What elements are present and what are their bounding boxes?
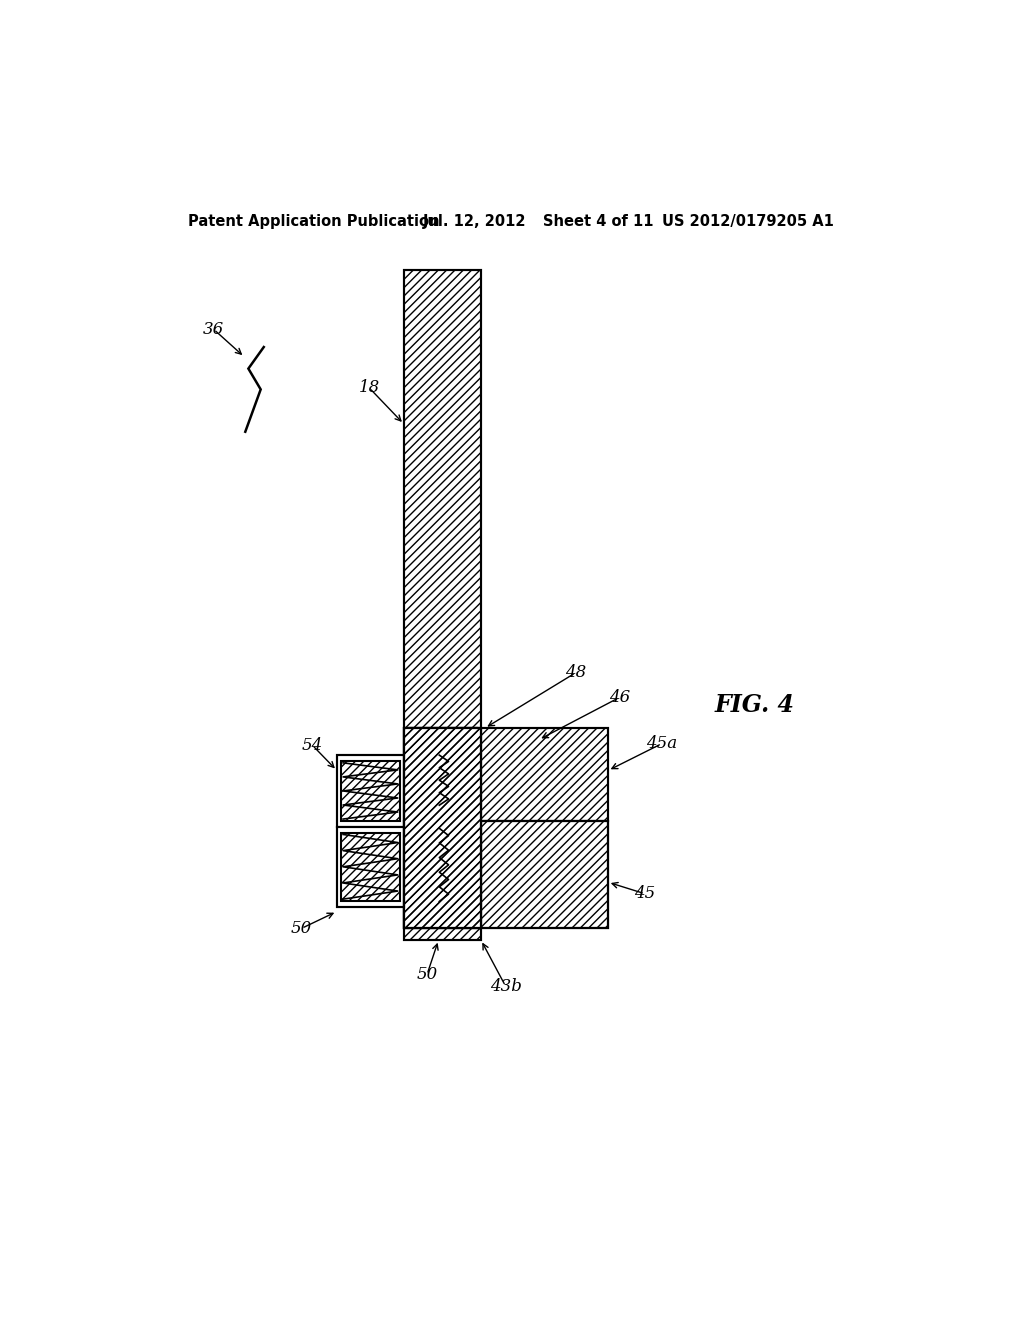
Bar (408, 729, 477, 809)
Bar (403, 821, 408, 928)
Bar (481, 729, 608, 821)
Bar (403, 729, 481, 928)
Bar (337, 755, 403, 826)
Bar (481, 821, 608, 928)
Bar (403, 271, 481, 940)
Bar (403, 729, 408, 821)
Bar (408, 913, 477, 928)
Bar (337, 755, 403, 907)
Text: 45a: 45a (646, 735, 678, 752)
Bar (341, 762, 400, 821)
Text: 50: 50 (291, 920, 312, 937)
Bar (403, 729, 608, 928)
Text: 36: 36 (203, 321, 224, 338)
Bar (403, 821, 608, 928)
Bar (337, 826, 403, 907)
Bar (408, 913, 477, 928)
Text: 45: 45 (634, 886, 655, 903)
Text: FIG. 4: FIG. 4 (715, 693, 795, 717)
Bar (481, 821, 608, 928)
Text: Sheet 4 of 11: Sheet 4 of 11 (543, 214, 653, 230)
Bar (403, 729, 481, 928)
Text: 43b: 43b (489, 978, 521, 995)
Bar (403, 271, 481, 940)
Text: 48: 48 (565, 664, 587, 681)
Text: Patent Application Publication: Patent Application Publication (188, 214, 440, 230)
Text: 50: 50 (417, 966, 437, 983)
Text: Jul. 12, 2012: Jul. 12, 2012 (423, 214, 526, 230)
Text: 46: 46 (609, 689, 630, 706)
Text: 18: 18 (358, 379, 380, 396)
Bar (341, 762, 400, 821)
Bar (341, 833, 400, 900)
Bar (403, 729, 481, 928)
Bar (408, 821, 477, 913)
Text: 54: 54 (302, 737, 323, 754)
Bar (341, 833, 400, 900)
Bar (403, 821, 408, 928)
Text: US 2012/0179205 A1: US 2012/0179205 A1 (662, 214, 834, 230)
Bar (408, 729, 477, 809)
Bar (403, 729, 608, 821)
